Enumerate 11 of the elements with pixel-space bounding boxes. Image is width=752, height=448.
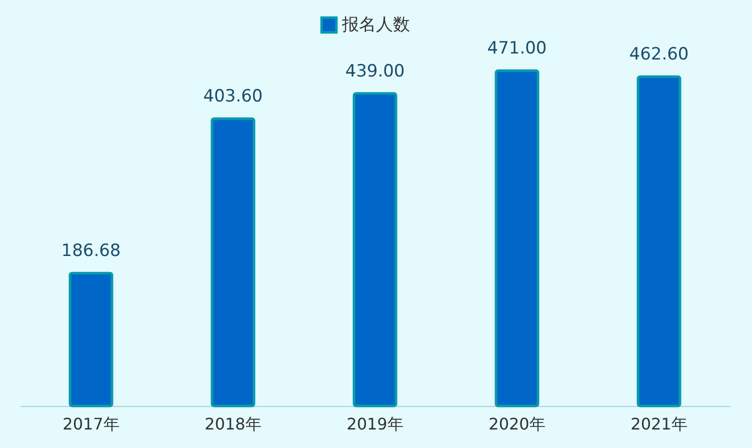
x-tick-label: 2020年: [488, 414, 546, 434]
legend-label: 报名人数: [341, 15, 410, 35]
x-tick-label: 2018年: [204, 414, 262, 434]
x-tick-label: 2021年: [630, 414, 688, 434]
data-label: 439.00: [345, 61, 405, 82]
data-label: 186.68: [61, 241, 121, 262]
x-tick-label: 2019年: [346, 414, 404, 434]
x-tick-label: 2017年: [62, 414, 120, 434]
data-label: 462.60: [629, 44, 689, 65]
data-label: 471.00: [487, 38, 547, 59]
data-label: 403.60: [203, 86, 263, 107]
